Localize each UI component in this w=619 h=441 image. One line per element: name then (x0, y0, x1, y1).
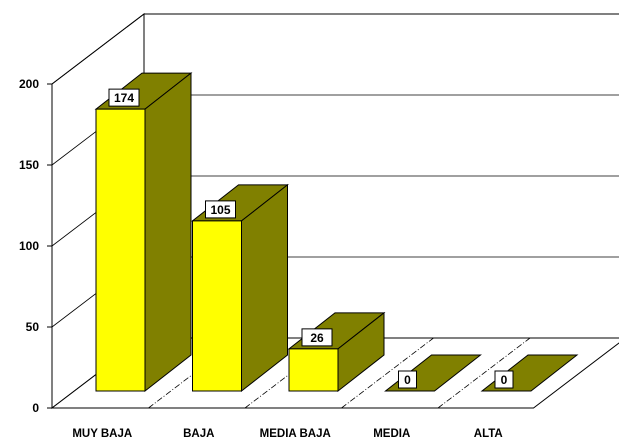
data-label-box (301, 328, 333, 347)
x-tick-label: ALTA (474, 428, 503, 440)
floor-divider (437, 337, 531, 409)
y-tick-label: 50 (26, 320, 40, 334)
data-label: 0 (398, 370, 417, 389)
data-label-text: 26 (310, 331, 324, 345)
bar-media-baja: 26 (287, 311, 386, 393)
bar-media: 0 (384, 354, 482, 392)
bar-baja: 105 (191, 183, 289, 393)
floor-divider (341, 337, 434, 409)
bar-muy-baja: 174 (94, 72, 193, 393)
y-tick-label: 0 (32, 401, 39, 415)
bar-front (192, 220, 242, 392)
data-label-box (108, 88, 140, 107)
data-label-box (398, 370, 417, 389)
y-tick-label: 200 (19, 77, 39, 91)
bar-alta: 0 (480, 354, 579, 392)
bars: 174 105 26 0 0 (94, 72, 579, 393)
data-label: 0 (494, 370, 514, 389)
x-tick-label: BAJA (183, 428, 214, 440)
data-label: 174 (108, 88, 140, 107)
data-label-text: 105 (210, 203, 230, 217)
y-tick-label: 100 (19, 239, 39, 253)
bar-side (144, 72, 192, 393)
gridline (51, 13, 145, 85)
bar-front (288, 348, 339, 392)
data-label-box (205, 200, 236, 219)
data-label-text: 174 (114, 91, 134, 105)
x-axis: MUY BAJA BAJA MEDIA BAJA MEDIA ALTA (72, 428, 502, 440)
data-label: 105 (205, 200, 236, 219)
x-tick-label: MEDIA (373, 428, 410, 440)
y-axis: 0 50 100 150 200 (19, 77, 53, 415)
x-tick-label: MUY BAJA (72, 428, 132, 440)
bar-side (241, 183, 288, 393)
data-label-box (494, 370, 514, 389)
bar-front (95, 108, 146, 392)
data-label-text: 0 (404, 373, 411, 387)
y-tick-label: 150 (19, 158, 39, 172)
data-label: 26 (301, 328, 333, 347)
x-tick-label: MEDIA BAJA (260, 428, 331, 440)
data-label-text: 0 (501, 373, 508, 387)
